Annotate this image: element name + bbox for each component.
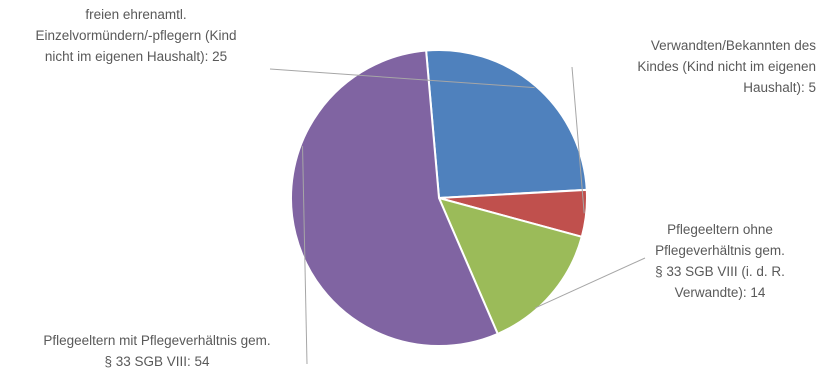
pie-slices (290, 49, 588, 347)
label-pflegeeltern-ohne: Pflegeeltern ohne Pflegeverhältnis gem. … (655, 222, 785, 300)
leader-line-pflegeeltern-mit (302, 146, 308, 365)
label-einzelvormuender: freien ehrenamtl. Einzelvormündern/-pfle… (35, 7, 237, 64)
leader-line-pflegeeltern-ohne (534, 257, 646, 309)
pie-slice-einzelvormuender (425, 49, 588, 200)
label-pflegeeltern-mit: Pflegeeltern mit Pflegeverhältnis gem. §… (43, 333, 271, 369)
leader-line-verwandte-bekannte (571, 66, 585, 214)
leader-line-einzelvormuender (269, 68, 535, 89)
leader-lines (269, 66, 646, 365)
pie-slice-pflegeeltern-mit (290, 49, 500, 347)
pie-slice-pflegeeltern-ohne (437, 196, 584, 336)
label-verwandte-bekannte: Verwandten/Bekannten des Kindes (Kind ni… (637, 38, 816, 95)
